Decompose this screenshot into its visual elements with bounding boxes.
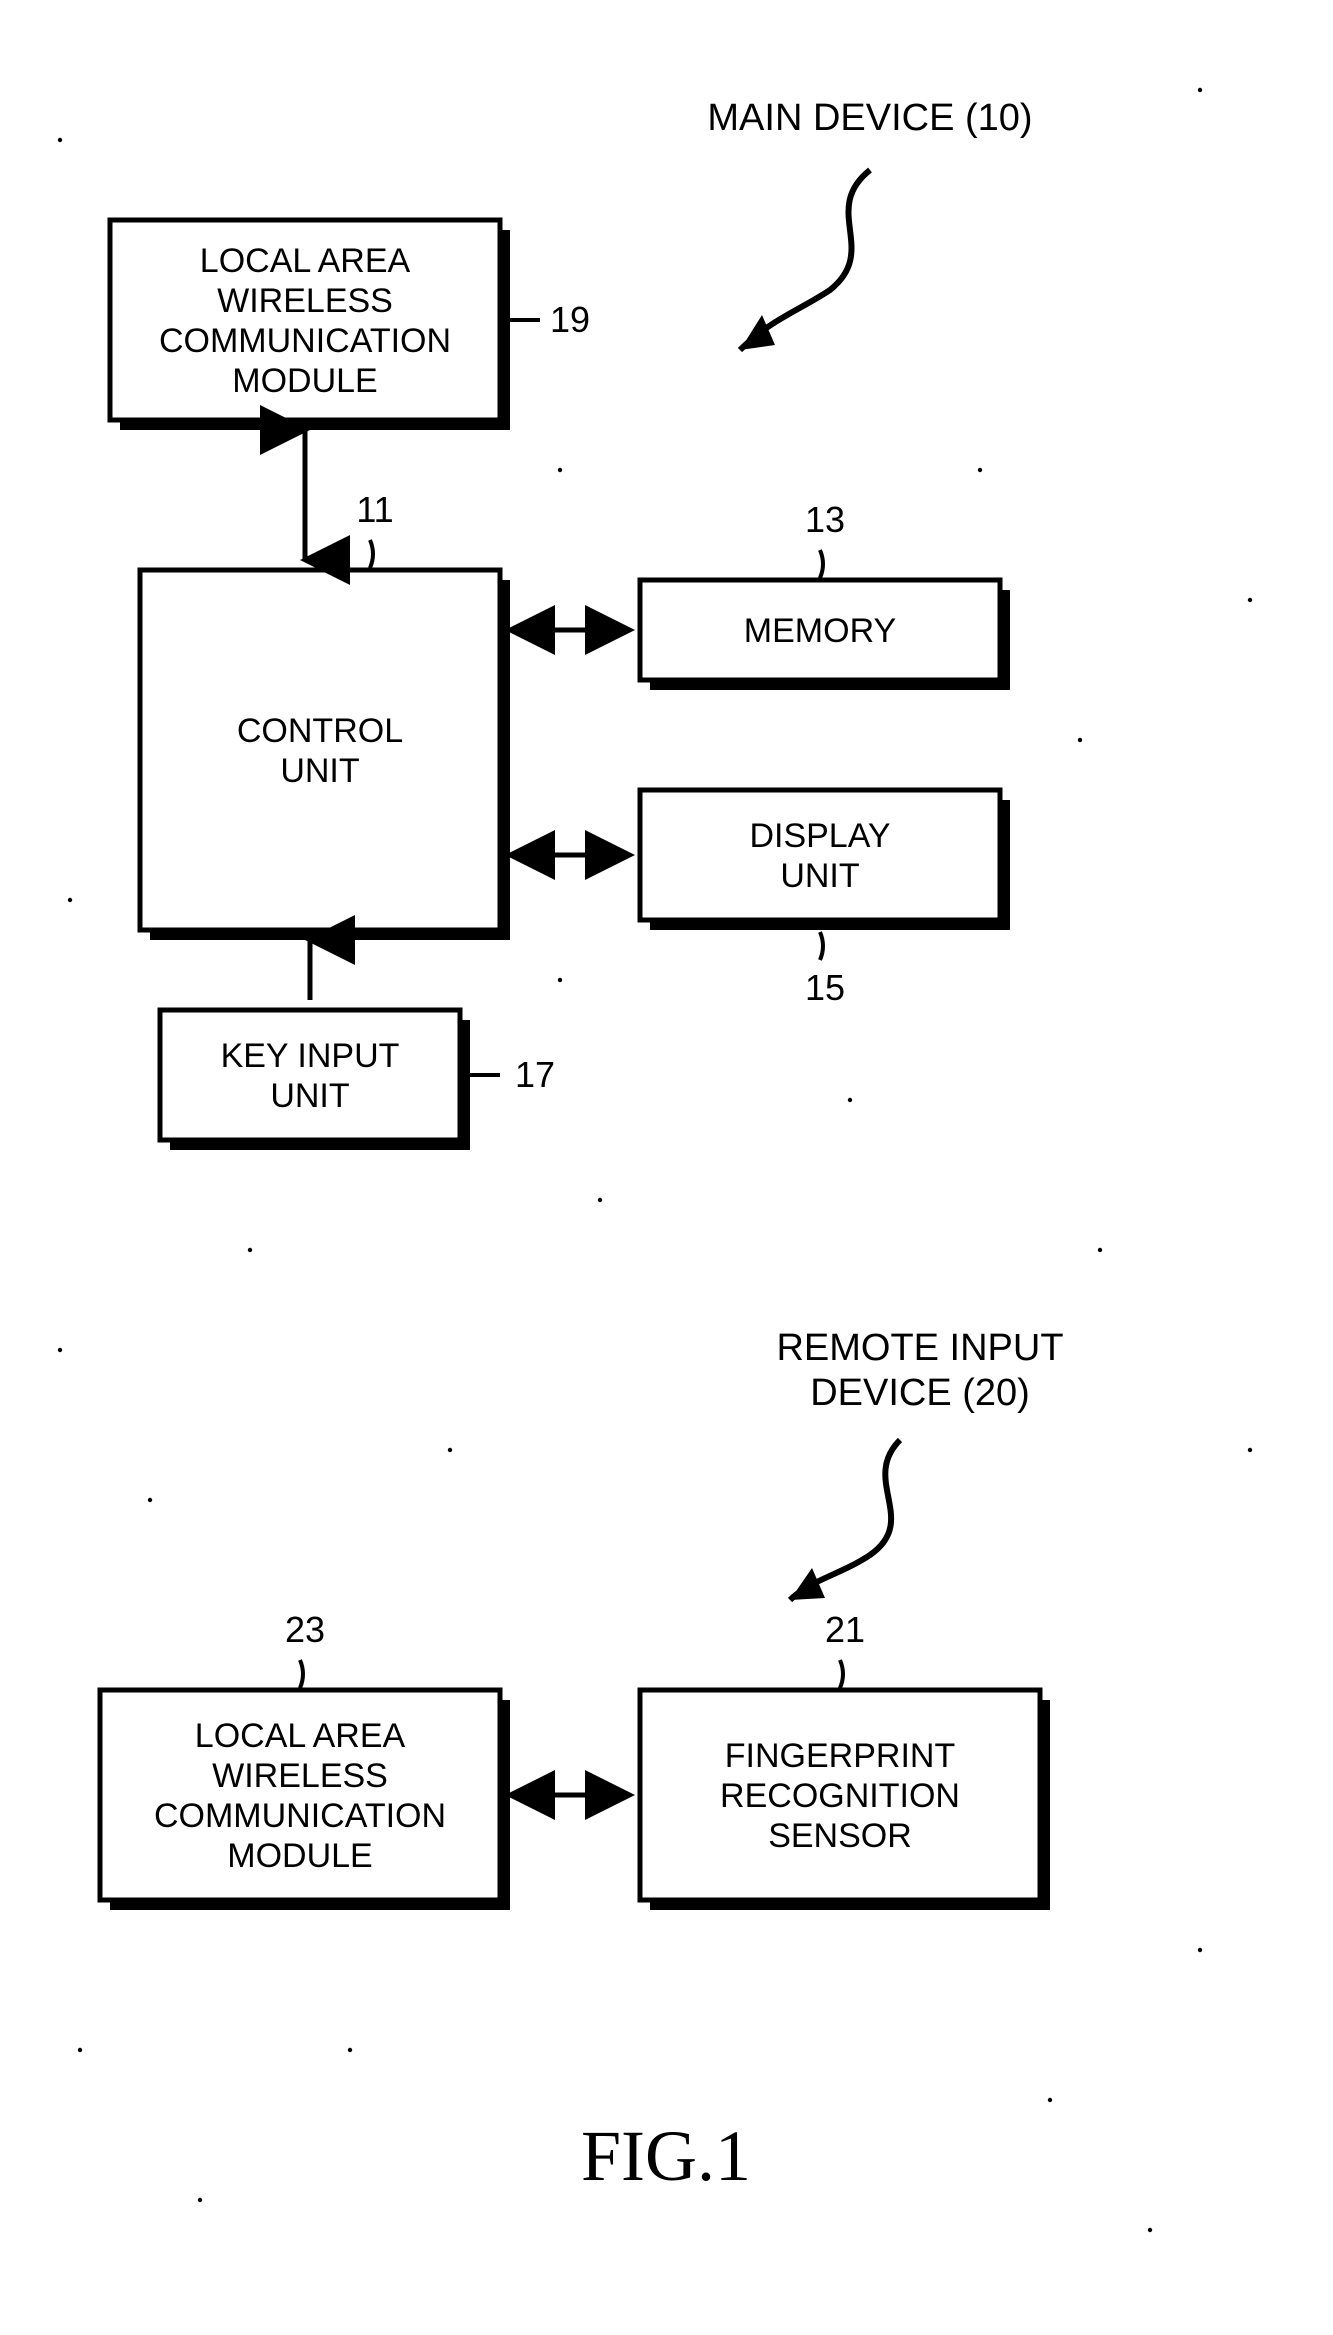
block-fingerprint-sensor: FINGERPRINTRECOGNITIONSENSOR [640, 1690, 1050, 1910]
block-display-unit-label-line-1: UNIT [780, 857, 859, 895]
svg-text:17: 17 [515, 1054, 555, 1095]
block-remote-lawcm-label-line-0: LOCAL AREA [195, 1717, 406, 1755]
block-control-unit-label-line-1: UNIT [280, 752, 359, 790]
svg-text:11: 11 [356, 489, 393, 530]
block-fingerprint-sensor-label-line-1: RECOGNITION [720, 1777, 960, 1815]
block-fingerprint-sensor-label-line-2: SENSOR [768, 1817, 912, 1855]
remote-device-squiggle-arrow [790, 1440, 900, 1600]
block-control-unit-label-line-0: CONTROL [237, 712, 403, 750]
ref-lawcm-19: 19 [510, 299, 590, 340]
block-main-lawcm-label-line-1: WIRELESS [217, 282, 393, 320]
svg-text:21: 21 [825, 1609, 865, 1650]
block-main-lawcm-label-line-2: COMMUNICATION [159, 322, 451, 360]
ref-display-15: 15 [805, 932, 845, 1008]
remote-device-title-line1: REMOTE INPUT [776, 1327, 1063, 1369]
svg-text:23: 23 [285, 1609, 325, 1650]
figure-label: FIG.1 [581, 2116, 751, 2196]
block-main-lawcm-label-line-3: MODULE [232, 362, 377, 400]
main-device-squiggle-arrow [740, 170, 870, 350]
svg-text:15: 15 [805, 967, 845, 1008]
diagram-canvas: MAIN DEVICE (10) LOCAL AREAWIRELESSCOMMU… [0, 0, 1333, 2335]
block-remote-lawcm: LOCAL AREAWIRELESSCOMMUNICATIONMODULE [100, 1690, 510, 1910]
block-remote-lawcm-label-line-3: MODULE [227, 1837, 372, 1875]
ref-control-11: 11 [356, 489, 393, 568]
block-remote-lawcm-label-line-1: WIRELESS [212, 1757, 388, 1795]
block-remote-lawcm-label-line-2: COMMUNICATION [154, 1797, 446, 1835]
ref-finger-21: 21 [825, 1609, 865, 1688]
block-display-unit: DISPLAYUNIT [640, 790, 1010, 930]
block-memory: MEMORY [640, 580, 1010, 690]
ref-memory-13: 13 [805, 499, 845, 578]
ref-keyinput-17: 17 [470, 1054, 555, 1095]
ref-remote-lawcm-23: 23 [285, 1609, 325, 1688]
block-main-lawcm-label-line-0: LOCAL AREA [200, 242, 411, 280]
main-device-title: MAIN DEVICE (10) [707, 97, 1032, 139]
block-display-unit-label-line-0: DISPLAY [749, 817, 890, 855]
block-fingerprint-sensor-label-line-0: FINGERPRINT [725, 1737, 955, 1775]
block-key-input-unit-label-line-1: UNIT [270, 1077, 349, 1115]
block-control-unit: CONTROLUNIT [140, 570, 510, 940]
block-key-input-unit-label-line-0: KEY INPUT [221, 1037, 400, 1075]
svg-text:13: 13 [805, 499, 845, 540]
remote-device-title-line2: DEVICE (20) [810, 1372, 1030, 1414]
block-main-lawcm: LOCAL AREAWIRELESSCOMMUNICATIONMODULE [110, 220, 510, 430]
block-memory-label-line-0: MEMORY [744, 612, 896, 650]
block-key-input-unit: KEY INPUTUNIT [160, 1010, 470, 1150]
svg-text:19: 19 [550, 299, 590, 340]
